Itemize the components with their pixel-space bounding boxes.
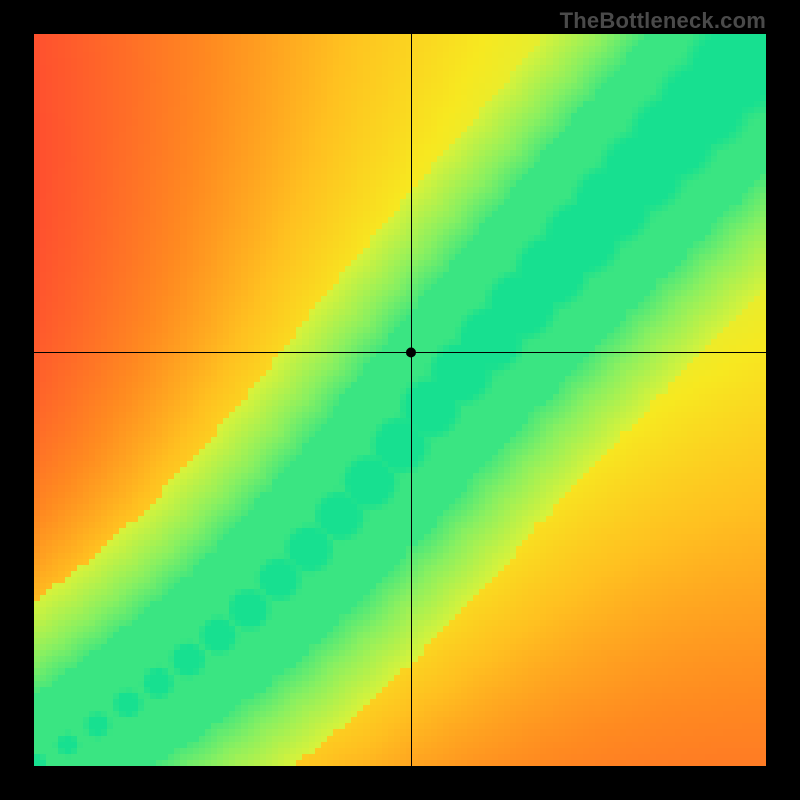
bottleneck-heatmap (34, 34, 766, 766)
watermark-text: TheBottleneck.com (560, 8, 766, 34)
chart-container: TheBottleneck.com (0, 0, 800, 800)
